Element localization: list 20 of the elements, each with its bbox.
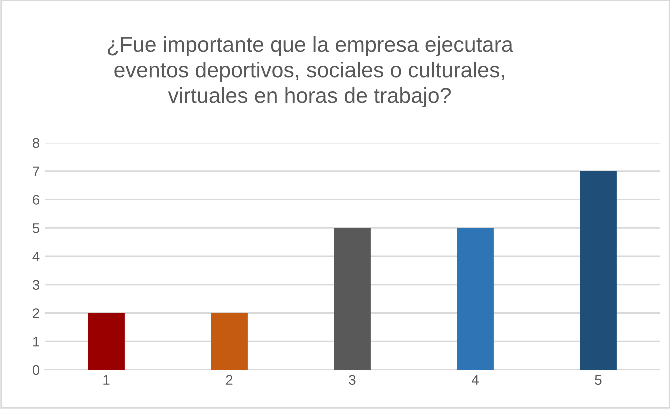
x-tick-label: 4	[472, 375, 479, 385]
y-tick-label: 0	[32, 365, 40, 376]
bar	[211, 313, 248, 370]
y-tick-label: 4	[32, 252, 40, 262]
y-tick-label: 2	[33, 308, 40, 318]
bar	[88, 313, 125, 370]
y-tick-label: 3	[32, 280, 40, 290]
y-tick-label: 1	[33, 337, 40, 347]
y-tick-label: 5	[32, 224, 40, 234]
bar	[457, 228, 494, 370]
chart-title: ¿Fue importante que la empresa ejecutara eventos deportivos, sociales o culturales, virtuales en horas de trabajo?	[108, 36, 514, 108]
y-tick-label: 7	[33, 166, 40, 176]
bar	[334, 228, 371, 370]
y-tick-label: 6	[33, 195, 40, 205]
x-tick-label: 3	[349, 375, 356, 386]
y-tick-label: 8	[33, 138, 40, 148]
bar	[580, 171, 617, 370]
x-tick-label: 1	[104, 375, 110, 385]
x-tick-label: 5	[595, 375, 602, 386]
x-tick-label: 2	[226, 375, 233, 385]
